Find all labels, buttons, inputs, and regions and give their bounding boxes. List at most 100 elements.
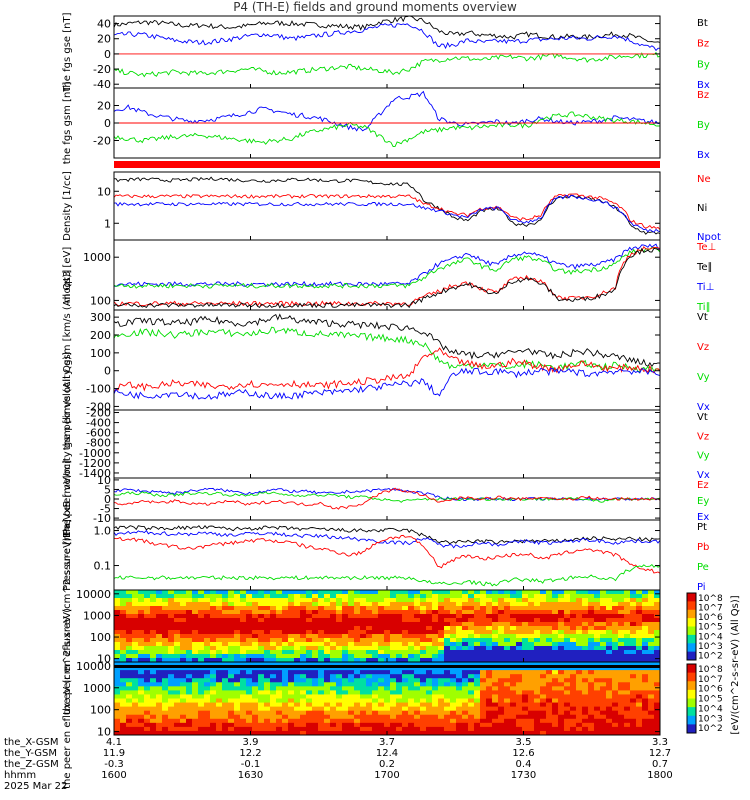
heatmap-cell bbox=[186, 666, 193, 671]
heatmap-cell bbox=[300, 630, 307, 635]
heatmap-cell bbox=[642, 710, 649, 716]
heatmap-cell bbox=[168, 694, 175, 699]
heatmap-cell bbox=[390, 702, 397, 708]
heatmap-cell bbox=[420, 634, 427, 639]
heatmap-cell bbox=[312, 594, 319, 599]
heatmap-cell bbox=[342, 650, 349, 655]
heatmap-cell bbox=[126, 642, 133, 647]
heatmap-cell bbox=[576, 654, 583, 659]
heatmap-cell bbox=[534, 710, 541, 716]
heatmap-cell bbox=[324, 702, 331, 708]
heatmap-cell bbox=[426, 658, 433, 663]
heatmap-cell bbox=[492, 650, 499, 655]
heatmap-cell bbox=[570, 690, 577, 695]
heatmap-cell bbox=[582, 670, 589, 675]
heatmap-cell bbox=[174, 690, 181, 695]
heatmap-cell bbox=[414, 714, 421, 720]
heatmap-cell bbox=[336, 662, 343, 667]
heatmap-cell bbox=[264, 706, 271, 712]
heatmap-cell bbox=[270, 606, 277, 611]
heatmap-cell bbox=[138, 662, 145, 667]
heatmap-cell bbox=[378, 610, 385, 615]
heatmap-cell bbox=[474, 730, 481, 736]
heatmap-cell bbox=[468, 706, 475, 712]
heatmap-cell bbox=[438, 666, 445, 671]
heatmap-cell bbox=[522, 726, 529, 732]
heatmap-cell bbox=[342, 658, 349, 663]
heatmap-cell bbox=[648, 674, 655, 679]
heatmap-cell bbox=[558, 662, 565, 667]
heatmap-cell bbox=[636, 618, 643, 623]
heatmap-cell bbox=[630, 650, 637, 655]
heatmap-cell bbox=[300, 670, 307, 675]
heatmap-cell bbox=[486, 654, 493, 659]
heatmap-cell bbox=[642, 646, 649, 651]
heatmap-cell bbox=[300, 730, 307, 736]
y-tick-label: 0 bbox=[104, 493, 111, 506]
heatmap-cell bbox=[264, 606, 271, 611]
heatmap-cell bbox=[336, 646, 343, 651]
heatmap-cell bbox=[228, 694, 235, 699]
heatmap-cell bbox=[534, 590, 541, 595]
heatmap-cell bbox=[204, 670, 211, 675]
heatmap-cell bbox=[444, 634, 451, 639]
heatmap-cell bbox=[378, 702, 385, 708]
heatmap-cell bbox=[294, 606, 301, 611]
heatmap-cell bbox=[612, 650, 619, 655]
heatmap-cell bbox=[228, 730, 235, 736]
heatmap-cell bbox=[330, 666, 337, 671]
heatmap-cell bbox=[570, 634, 577, 639]
heatmap-cell bbox=[276, 594, 283, 599]
heatmap-cell bbox=[414, 682, 421, 687]
heatmap-cell bbox=[258, 654, 265, 659]
heatmap-cell bbox=[312, 686, 319, 691]
heatmap-cell bbox=[258, 706, 265, 712]
heatmap-cell bbox=[276, 678, 283, 683]
heatmap-cell bbox=[486, 598, 493, 603]
heatmap-cell bbox=[438, 718, 445, 724]
heatmap-cell bbox=[624, 646, 631, 651]
heatmap-cell bbox=[384, 590, 391, 595]
y-axis-label: Density [1/cc] bbox=[62, 171, 73, 241]
heatmap-cell bbox=[480, 682, 487, 687]
heatmap-cell bbox=[318, 634, 325, 639]
heatmap-cell bbox=[636, 590, 643, 595]
x-row-value: 12.4 bbox=[376, 748, 398, 759]
heatmap-cell bbox=[618, 654, 625, 659]
heatmap-cell bbox=[336, 618, 343, 623]
y-tick-label: -1400 bbox=[79, 467, 111, 480]
heatmap-cell bbox=[114, 706, 121, 712]
heatmap-cell bbox=[636, 662, 643, 667]
heatmap-cell bbox=[228, 702, 235, 708]
heatmap-cell bbox=[282, 622, 289, 627]
heatmap-cell bbox=[510, 622, 517, 627]
heatmap-cell bbox=[600, 650, 607, 655]
heatmap-cell bbox=[456, 718, 463, 724]
heatmap-cell bbox=[582, 622, 589, 627]
heatmap-cell bbox=[624, 622, 631, 627]
heatmap-cell bbox=[474, 706, 481, 712]
heatmap-cell bbox=[564, 630, 571, 635]
heatmap-cell bbox=[636, 642, 643, 647]
heatmap-cell bbox=[444, 710, 451, 716]
heatmap-cell bbox=[294, 642, 301, 647]
heatmap-cell bbox=[300, 658, 307, 663]
heatmap-cell bbox=[222, 614, 229, 619]
heatmap-cell bbox=[162, 702, 169, 708]
heatmap-cell bbox=[462, 638, 469, 643]
heatmap-cell bbox=[444, 606, 451, 611]
heatmap-cell bbox=[432, 634, 439, 639]
heatmap-cell bbox=[540, 618, 547, 623]
heatmap-cell bbox=[270, 650, 277, 655]
heatmap-cell bbox=[240, 654, 247, 659]
series-line-Ez bbox=[113, 487, 661, 510]
heatmap-cell bbox=[522, 650, 529, 655]
heatmap-cell bbox=[324, 698, 331, 703]
x-row-value: 3.3 bbox=[652, 737, 668, 748]
heatmap-cell bbox=[186, 614, 193, 619]
heatmap-cell bbox=[324, 722, 331, 728]
heatmap-cell bbox=[546, 698, 553, 703]
heatmap-cell bbox=[546, 642, 553, 647]
heatmap-cell bbox=[438, 622, 445, 627]
heatmap-cell bbox=[360, 678, 367, 683]
